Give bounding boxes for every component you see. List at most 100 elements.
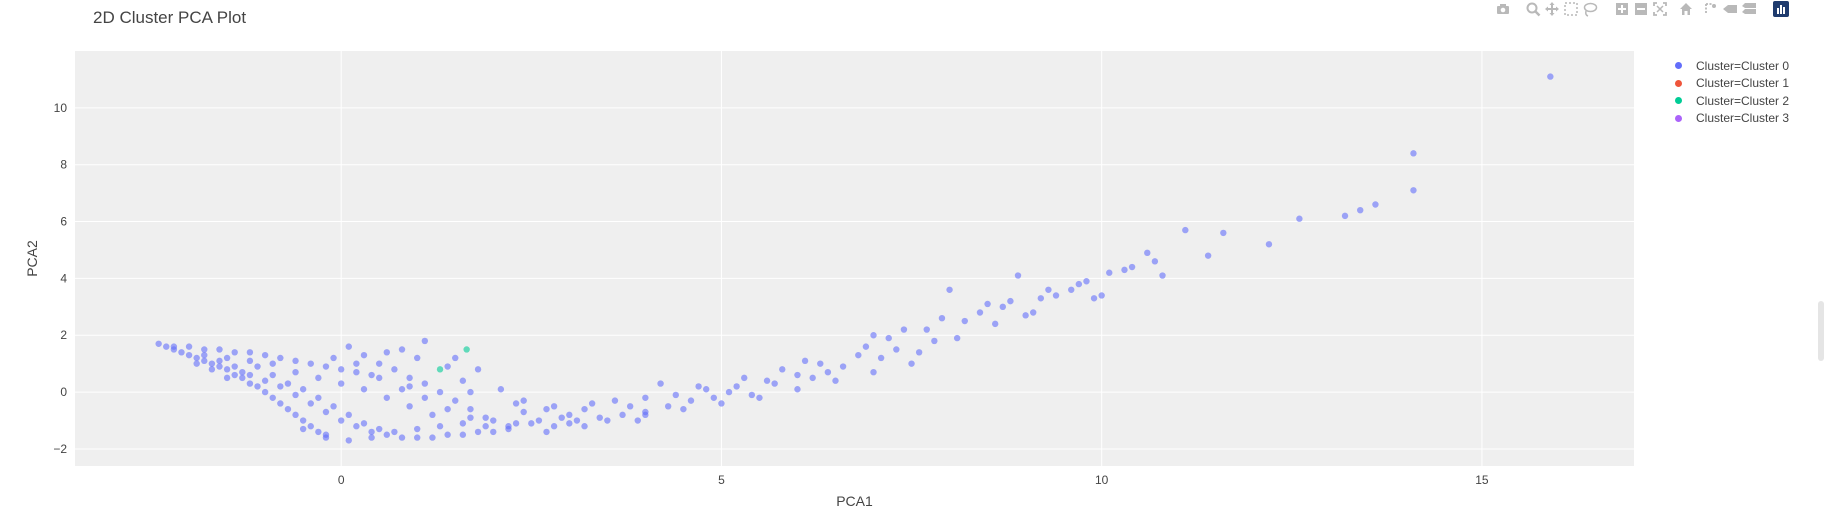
data-point-cluster-0	[558, 414, 565, 421]
x-tick-label: 0	[338, 473, 345, 487]
data-point-cluster-0	[398, 346, 406, 353]
legend-swatch-cluster-1	[1675, 79, 1682, 87]
data-point-cluster-0	[337, 366, 345, 373]
data-point-cluster-0	[360, 386, 368, 393]
data-point-cluster-0	[223, 366, 231, 373]
data-point-cluster-0	[877, 354, 885, 362]
y-tick-label: −2	[53, 442, 67, 456]
data-point-cluster-0	[231, 349, 238, 356]
data-point-cluster-0	[642, 394, 649, 401]
data-point-cluster-0	[383, 349, 390, 356]
data-point-cluster-0	[330, 403, 337, 410]
data-point-cluster-0	[421, 337, 429, 345]
data-point-cluster-0	[619, 411, 626, 419]
data-point-cluster-0	[246, 380, 254, 387]
zoom-icon[interactable]	[1525, 1, 1541, 17]
data-point-cluster-0	[178, 349, 185, 356]
data-point-cluster-0	[931, 337, 938, 345]
hover-compare-icon[interactable]	[1741, 1, 1757, 17]
data-point-cluster-0	[375, 374, 383, 382]
data-point-cluster-0	[436, 388, 444, 396]
data-point-cluster-0	[642, 411, 649, 419]
data-point-cluster-0	[414, 434, 421, 441]
zoom-in-icon[interactable]	[1614, 1, 1630, 17]
data-point-cluster-0	[170, 343, 178, 350]
hover-closest-icon[interactable]	[1722, 1, 1738, 17]
chart-title: 2D Cluster PCA Plot	[93, 8, 247, 27]
legend-item-cluster-1[interactable]: Cluster=Cluster 1	[1672, 75, 1789, 93]
data-point-cluster-0	[938, 314, 946, 322]
data-point-cluster-0	[208, 366, 216, 373]
data-point-cluster-0	[984, 300, 991, 308]
data-point-cluster-0	[490, 428, 497, 436]
data-point-cluster-0	[581, 405, 588, 413]
camera-icon[interactable]	[1495, 1, 1511, 17]
data-point-cluster-0	[421, 394, 429, 401]
data-point-cluster-0	[269, 360, 276, 367]
data-point-cluster-0	[588, 400, 596, 407]
data-point-cluster-0	[535, 417, 543, 424]
data-point-cluster-0	[915, 349, 923, 356]
data-point-cluster-0	[976, 309, 984, 316]
page-scrollbar[interactable]	[1818, 301, 1824, 361]
data-point-cluster-0	[1410, 187, 1417, 194]
data-point-cluster-0	[429, 434, 436, 441]
data-point-cluster-0	[337, 417, 345, 424]
data-point-cluster-0	[1151, 258, 1159, 265]
legend-swatch-cluster-3	[1675, 114, 1682, 122]
data-point-cluster-0	[246, 357, 254, 365]
data-point-cluster-0	[360, 420, 368, 427]
data-point-cluster-0	[1547, 73, 1554, 80]
data-point-cluster-0	[1030, 309, 1037, 316]
data-point-cluster-0	[946, 286, 953, 293]
data-point-cluster-0	[223, 354, 231, 362]
box-select-icon[interactable]	[1563, 1, 1579, 17]
data-point-cluster-0	[657, 380, 664, 387]
data-point-cluster-0	[307, 360, 314, 367]
data-point-cluster-0	[999, 303, 1006, 311]
data-point-cluster-0	[893, 346, 900, 353]
data-point-cluster-0	[459, 431, 467, 438]
y-tick-label: 8	[60, 158, 67, 172]
data-point-cluster-0	[543, 428, 550, 436]
spike-lines-icon[interactable]	[1703, 1, 1719, 17]
data-point-cluster-0	[1121, 266, 1128, 274]
data-point-cluster-0	[741, 374, 748, 382]
data-point-cluster-0	[718, 400, 725, 407]
data-point-cluster-0	[1106, 269, 1113, 276]
data-point-cluster-0	[1296, 215, 1303, 222]
data-point-cluster-0	[482, 414, 489, 421]
data-point-cluster-0	[330, 354, 337, 362]
legend-item-cluster-3[interactable]: Cluster=Cluster 3	[1672, 110, 1789, 128]
data-point-cluster-0	[855, 351, 862, 359]
data-point-cluster-0	[1083, 278, 1090, 285]
y-tick-label: 2	[60, 328, 67, 342]
data-point-cluster-0	[277, 354, 284, 362]
data-point-cluster-0	[1037, 295, 1045, 302]
home-icon[interactable]	[1678, 1, 1694, 17]
zoom-out-icon[interactable]	[1633, 1, 1649, 17]
data-point-cluster-0	[307, 400, 314, 407]
plotly-logo-icon[interactable]	[1773, 1, 1789, 17]
data-point-cluster-0	[277, 383, 284, 390]
data-point-cluster-0	[277, 400, 284, 407]
data-point-cluster-0	[239, 374, 246, 382]
data-point-cluster-0	[261, 377, 269, 384]
data-point-cluster-0	[269, 371, 276, 379]
data-point-cluster-0	[322, 434, 330, 441]
data-point-cluster-0	[201, 351, 208, 359]
data-point-cluster-0	[1372, 201, 1379, 208]
data-point-cluster-0	[953, 334, 961, 342]
data-point-cluster-0	[444, 405, 451, 413]
legend-item-cluster-2[interactable]: Cluster=Cluster 2	[1672, 92, 1789, 110]
lasso-icon[interactable]	[1582, 1, 1598, 17]
data-point-cluster-0	[444, 431, 451, 438]
autoscale-icon[interactable]	[1652, 1, 1668, 17]
pan-icon[interactable]	[1544, 1, 1560, 17]
data-point-cluster-0	[1159, 272, 1166, 279]
data-point-cluster-0	[809, 374, 816, 382]
data-point-cluster-0	[824, 368, 832, 376]
legend-item-cluster-0[interactable]: Cluster=Cluster 0	[1672, 57, 1789, 75]
data-point-cluster-0	[695, 383, 702, 390]
